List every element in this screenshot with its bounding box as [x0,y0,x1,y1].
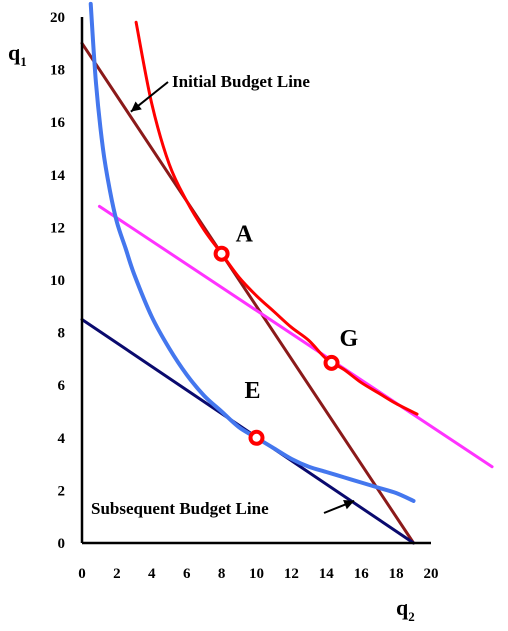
annotation-initial-label: Initial Budget Line [172,72,310,91]
tangent-line-g [97,204,494,469]
x-tick-label-14: 14 [319,566,335,582]
x-tick-label-2: 2 [113,566,121,582]
point-label-g: G [340,326,359,352]
x-tick-labels: 0 2 4 6 8 10 12 14 16 18 20 [78,566,438,582]
y-tick-label-18: 18 [50,63,65,79]
y-tick-label-2: 2 [58,483,66,499]
annotation-subsequent-budget: Subsequent Budget Line [91,499,355,518]
y-tick-label-8: 8 [58,326,66,342]
y-tick-label-10: 10 [50,273,65,289]
y-tick-label-6: 6 [58,378,66,394]
initial-budget-line [80,41,416,545]
initial-budget-arrow-head [130,101,142,112]
x-tick-label-4: 4 [148,566,156,582]
point-g [323,354,340,371]
y-tick-label-12: 12 [50,220,65,236]
x-tick-label-16: 16 [354,566,370,582]
series-group [80,1,494,545]
indifference-curve-blue [88,1,416,503]
x-tick-label-10: 10 [249,566,264,582]
annotation-subsequent-label: Subsequent Budget Line [91,499,269,518]
x-tick-label-18: 18 [389,566,404,582]
y-tick-label-16: 16 [50,115,66,131]
x-tick-label-0: 0 [78,566,86,582]
y-tick-label-20: 20 [50,10,65,26]
y-tick-label-0: 0 [58,536,66,552]
point-e [248,429,265,446]
y-tick-label-4: 4 [58,431,66,447]
x-tick-label-20: 20 [424,566,439,582]
subsequent-budget-arrow-head [343,499,355,510]
point-label-a: A [236,222,254,248]
x-tick-label-6: 6 [183,566,191,582]
x-axis-title: q2 [396,595,415,624]
point-label-e: E [245,378,261,404]
x-tick-label-12: 12 [284,566,299,582]
y-tick-labels: 0 2 4 6 8 10 12 14 16 18 20 [50,10,66,552]
points-group: A G E [213,222,359,446]
indifference-curve-red [134,20,419,416]
point-a [213,245,230,262]
x-tick-label-8: 8 [218,566,226,582]
y-axis-title: q1 [8,40,27,69]
y-tick-label-14: 14 [50,168,66,184]
annotation-initial-budget: Initial Budget Line [130,72,310,113]
